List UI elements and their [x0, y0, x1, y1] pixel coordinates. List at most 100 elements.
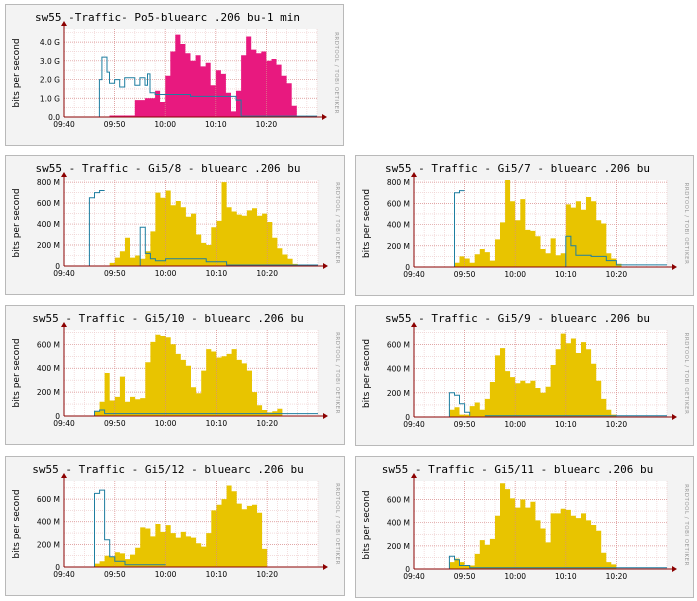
x-tick-label: 09:50: [454, 572, 476, 581]
chart-panel-gi5-9: sw55 - Traffic - Gi5/9 - bluearc .206 bu…: [355, 305, 694, 446]
chart-panel-gi5-11: sw55 - Traffic - Gi5/11 - bluearc .206 b…: [355, 456, 694, 598]
series-out-line: [64, 190, 105, 267]
y-tick-label: 600 M: [387, 496, 410, 505]
x-tick-label: 10:20: [606, 420, 628, 429]
x-tick-label: 10:00: [155, 419, 177, 428]
y-tick-label: 0: [55, 262, 60, 271]
x-axis-arrow-icon: [322, 114, 327, 120]
y-axis-label: bits per second: [362, 189, 372, 258]
x-tick-label: 09:40: [53, 419, 75, 428]
x-tick-label: 10:00: [504, 572, 526, 581]
chart-panel-gi5-8: sw55 - Traffic - Gi5/8 - bluearc .206 bu…: [5, 155, 345, 295]
chart-title: sw55 -Traffic- Po5-bluearc .206 bu-1 min: [35, 11, 300, 24]
chart-gi5-12: sw55 - Traffic - Gi5/12 - bluearc .206 b…: [12, 463, 340, 579]
x-tick-label: 09:40: [53, 269, 75, 278]
x-tick-label: 10:20: [256, 269, 278, 278]
x-tick-label: 10:00: [504, 420, 526, 429]
x-tick-label: 10:20: [606, 270, 628, 279]
y-tick-label: 0: [405, 413, 410, 422]
y-tick-label: 200 M: [37, 241, 60, 250]
x-tick-label: 10:00: [504, 270, 526, 279]
x-axis-arrow-icon: [323, 413, 328, 419]
chart-gi5-7: sw55 - Traffic - Gi5/7 - bluearc .206 bu…: [362, 162, 689, 279]
x-tick-label: 10:10: [206, 570, 228, 579]
rrdtool-watermark: RRDTOOL / TOBI OETIKER: [683, 333, 689, 415]
x-tick-label: 10:10: [555, 572, 577, 581]
series-out-line: [64, 409, 318, 417]
series-in-area: [64, 182, 298, 266]
series-out-line: [139, 226, 318, 266]
y-axis-label: bits per second: [12, 489, 22, 558]
y-axis-arrow-icon: [411, 473, 417, 478]
x-axis-arrow-icon: [672, 414, 677, 420]
x-tick-label: 10:00: [154, 120, 176, 129]
x-axis-arrow-icon: [323, 263, 328, 269]
series-out-line: [64, 56, 317, 118]
chart-title: sw55 - Traffic - Gi5/8 - bluearc .206 bu: [36, 162, 301, 175]
chart-panel-po5: sw55 -Traffic- Po5-bluearc .206 bu-1 min…: [5, 4, 344, 146]
chart-gi5-11: sw55 - Traffic - Gi5/11 - bluearc .206 b…: [362, 463, 689, 581]
y-axis-label: bits per second: [362, 490, 372, 559]
y-axis-label: bits per second: [12, 38, 22, 107]
y-tick-label: 400 M: [387, 221, 410, 230]
series-in-area: [64, 34, 297, 117]
y-tick-label: 400 M: [387, 365, 410, 374]
y-tick-label: 2.0 G: [40, 76, 60, 85]
chart-title: sw55 - Traffic - Gi5/7 - bluearc .206 bu: [385, 162, 650, 175]
x-tick-label: 10:10: [206, 419, 228, 428]
y-tick-label: 400 M: [37, 518, 60, 527]
x-tick-label: 09:40: [403, 270, 425, 279]
y-tick-label: 600 M: [37, 199, 60, 208]
y-tick-label: 0: [55, 412, 60, 421]
y-tick-label: 200 M: [37, 540, 60, 549]
series-out-line: [64, 489, 166, 568]
chart-gi5-10: sw55 - Traffic - Gi5/10 - bluearc .206 b…: [12, 312, 340, 428]
y-tick-label: 600 M: [387, 341, 410, 350]
y-axis-arrow-icon: [61, 322, 67, 327]
x-tick-label: 10:10: [555, 420, 577, 429]
x-tick-label: 09:50: [454, 270, 476, 279]
chart-gi5-8: sw55 - Traffic - Gi5/8 - bluearc .206 bu…: [12, 162, 340, 278]
chart-gi5-9: sw55 - Traffic - Gi5/9 - bluearc .206 bu…: [362, 312, 689, 429]
y-tick-label: 400 M: [37, 364, 60, 373]
y-tick-label: 600 M: [387, 199, 410, 208]
y-tick-label: 800 M: [387, 178, 410, 187]
y-tick-label: 200 M: [37, 388, 60, 397]
y-tick-label: 200 M: [387, 242, 410, 251]
x-tick-label: 10:10: [205, 120, 227, 129]
rrdtool-watermark: RRDTOOL / TOBI OETIKER: [683, 484, 689, 566]
y-tick-label: 0.0: [48, 113, 60, 122]
y-axis-arrow-icon: [411, 172, 417, 177]
chart-title: sw55 - Traffic - Gi5/10 - bluearc .206 b…: [32, 312, 304, 325]
y-axis-arrow-icon: [61, 172, 67, 177]
x-tick-label: 09:50: [104, 570, 126, 579]
y-axis-arrow-icon: [411, 322, 417, 327]
chart-panel-gi5-10: sw55 - Traffic - Gi5/10 - bluearc .206 b…: [5, 305, 345, 445]
x-tick-label: 09:40: [53, 120, 75, 129]
chart-title: sw55 - Traffic - Gi5/12 - bluearc .206 b…: [32, 463, 304, 476]
x-axis-arrow-icon: [672, 566, 677, 572]
x-tick-label: 10:20: [256, 120, 278, 129]
y-tick-label: 400 M: [387, 519, 410, 528]
x-tick-label: 09:40: [403, 420, 425, 429]
x-axis-arrow-icon: [323, 564, 328, 570]
x-tick-label: 10:20: [256, 419, 278, 428]
series-in-area: [64, 334, 283, 416]
y-axis-label: bits per second: [12, 188, 22, 257]
y-tick-label: 0: [55, 563, 60, 572]
y-tick-label: 200 M: [387, 542, 410, 551]
y-tick-label: 400 M: [37, 220, 60, 229]
rrdtool-watermark: RRDTOOL / TOBI OETIKER: [334, 332, 340, 414]
x-axis-arrow-icon: [672, 264, 677, 270]
y-tick-label: 4.0 G: [40, 38, 60, 47]
x-tick-label: 10:10: [555, 270, 577, 279]
y-axis-arrow-icon: [61, 21, 67, 26]
y-axis-label: bits per second: [362, 339, 372, 408]
x-tick-label: 09:50: [104, 269, 126, 278]
x-tick-label: 10:00: [155, 570, 177, 579]
x-tick-label: 09:50: [104, 120, 126, 129]
x-tick-label: 10:00: [155, 269, 177, 278]
y-tick-label: 0: [405, 263, 410, 272]
chart-panel-gi5-12: sw55 - Traffic - Gi5/12 - bluearc .206 b…: [5, 456, 345, 596]
rrdtool-watermark: RRDTOOL / TOBI OETIKER: [334, 182, 340, 264]
